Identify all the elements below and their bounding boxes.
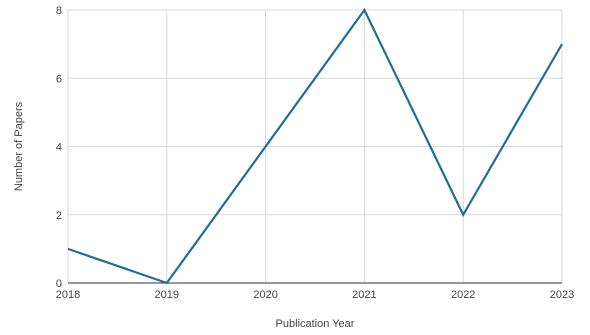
x-tick-labels: 2018 2019 2020 2021 2022 2023 <box>56 289 574 301</box>
y-axis-title: Number of Papers <box>13 101 25 191</box>
x-tick-2018: 2018 <box>56 289 80 301</box>
x-tick-2019: 2019 <box>155 289 179 301</box>
y-tick-labels: 0 2 4 6 8 <box>56 5 62 290</box>
y-tick-6: 6 <box>56 73 62 85</box>
series-line-0 <box>67 7 563 285</box>
x-axis-title: Publication Year <box>276 318 355 330</box>
x-tick-2023: 2023 <box>550 289 574 301</box>
x-tick-2022: 2022 <box>451 289 475 301</box>
y-tick-0: 0 <box>56 278 62 290</box>
series-layer <box>67 7 563 285</box>
x-tick-2020: 2020 <box>253 289 277 301</box>
x-tick-2021: 2021 <box>352 289 376 301</box>
horizontal-grid <box>68 9 562 216</box>
y-tick-8: 8 <box>56 5 62 17</box>
y-tick-4: 4 <box>56 142 62 154</box>
y-tick-2: 2 <box>56 210 62 222</box>
